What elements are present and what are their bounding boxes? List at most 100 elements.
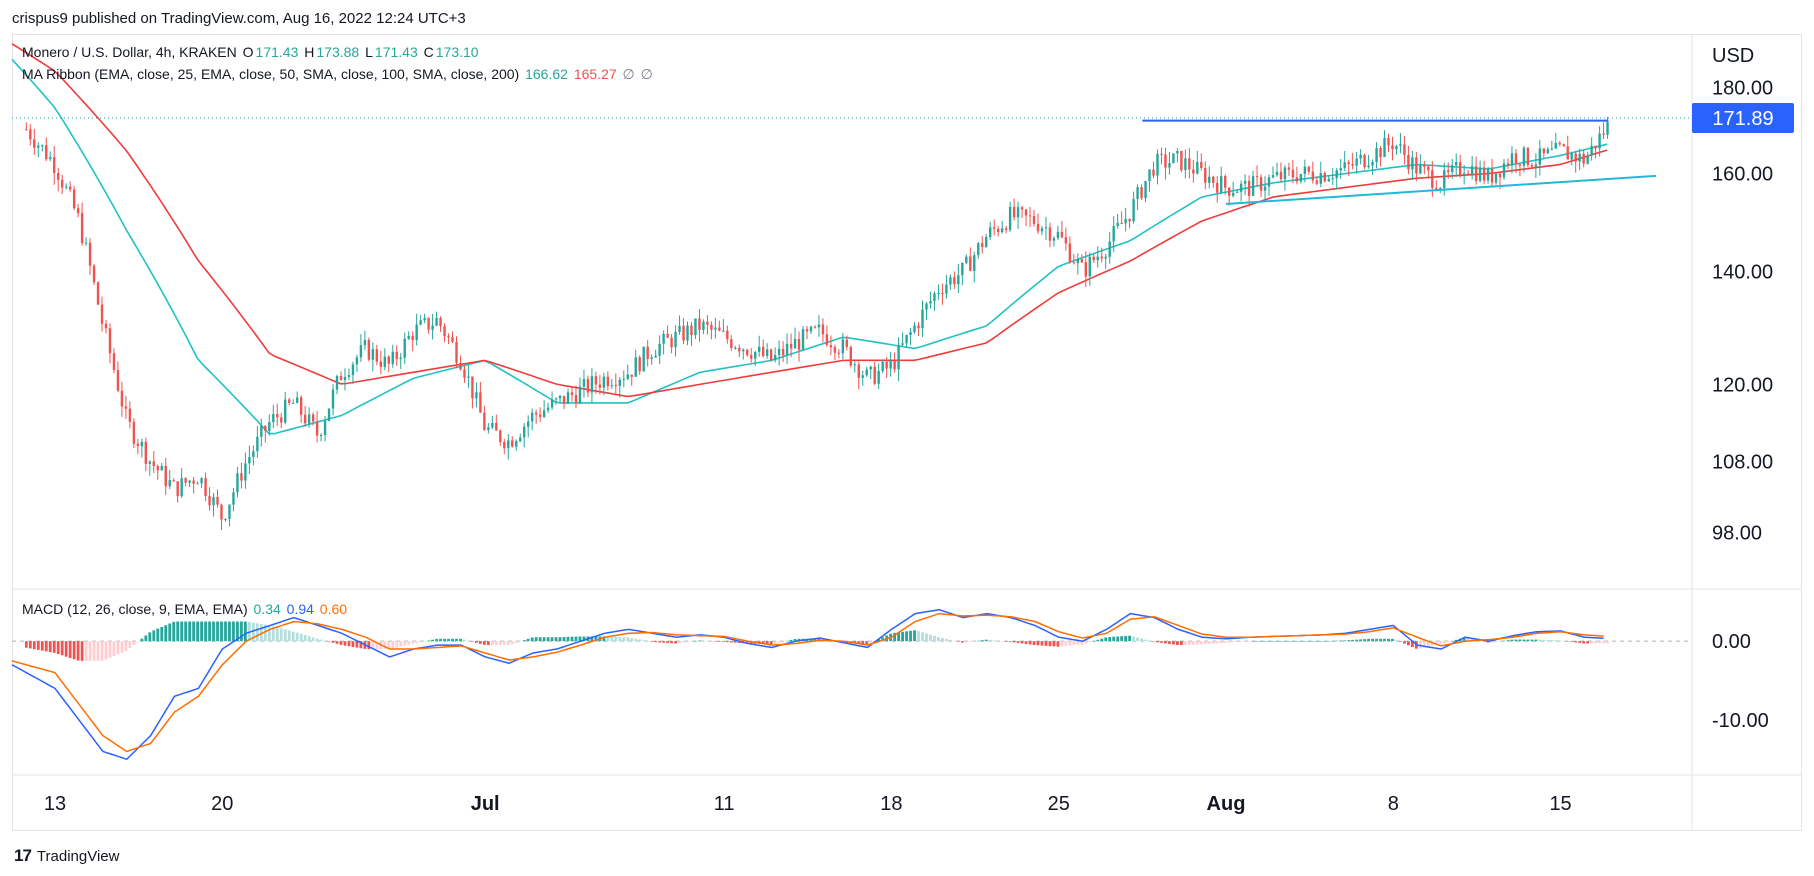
candle-body bbox=[1423, 165, 1426, 167]
candle-body bbox=[431, 325, 434, 330]
macd-histogram-bar bbox=[1399, 641, 1402, 642]
candle-body bbox=[750, 355, 753, 359]
candle-body bbox=[1004, 228, 1008, 230]
candle-body bbox=[208, 496, 211, 506]
time-tick-label: Aug bbox=[1207, 793, 1246, 815]
candle-body bbox=[654, 355, 657, 358]
candle-body bbox=[1056, 231, 1060, 238]
ma-ribbon-label[interactable]: MA Ribbon (EMA, close, 25, EMA, close, 5… bbox=[22, 66, 520, 82]
candle-body bbox=[315, 421, 319, 436]
macd-histogram-bar bbox=[1072, 641, 1076, 646]
macd-histogram-bar bbox=[486, 641, 490, 646]
macd-histogram-bar bbox=[267, 625, 271, 642]
macd-histogram-bar bbox=[925, 633, 928, 642]
macd-histogram-bar bbox=[331, 641, 335, 643]
macd-histogram-bar bbox=[1442, 641, 1446, 644]
macd-histogram-bar bbox=[602, 636, 606, 642]
macd-histogram-bar bbox=[1303, 641, 1307, 642]
candle-body bbox=[534, 412, 538, 415]
candle-body bbox=[1435, 187, 1438, 190]
candle-body bbox=[120, 390, 124, 407]
candle-body bbox=[538, 414, 542, 417]
candle-body bbox=[1455, 162, 1458, 166]
candle-body bbox=[1040, 228, 1044, 232]
candle-body bbox=[25, 129, 28, 131]
macd-histogram-bar bbox=[192, 621, 196, 642]
tradingview-footer[interactable]: 17 TradingView bbox=[14, 846, 119, 866]
macd-histogram-bar bbox=[1482, 641, 1486, 642]
candle-body bbox=[64, 186, 68, 188]
last-price-label: 171.89 bbox=[1712, 108, 1773, 130]
macd-histogram-bar bbox=[1144, 639, 1147, 642]
macd-histogram-bar bbox=[335, 641, 339, 644]
macd-histogram-bar bbox=[1407, 641, 1410, 646]
candle-body bbox=[1478, 167, 1482, 181]
macd-histogram-bar bbox=[343, 641, 347, 646]
candle-body bbox=[761, 346, 765, 356]
candle-body bbox=[662, 333, 665, 344]
macd-histogram-bar bbox=[1056, 641, 1060, 647]
candle-body bbox=[789, 343, 793, 349]
macd-histogram-bar bbox=[104, 641, 108, 660]
macd-histogram-bar bbox=[897, 632, 900, 642]
candle-body bbox=[1586, 155, 1589, 164]
macd-histogram-bar bbox=[375, 641, 379, 650]
candle-body bbox=[678, 325, 681, 332]
candle-body bbox=[459, 362, 462, 370]
macd-histogram-bar bbox=[259, 623, 263, 642]
macd-histogram-bar bbox=[108, 641, 112, 658]
macd-histogram-bar bbox=[972, 641, 976, 642]
candle-body bbox=[961, 262, 964, 276]
high-label: H bbox=[304, 44, 315, 60]
macd-histogram-bar bbox=[1052, 641, 1056, 647]
macd-histogram-bar bbox=[1040, 641, 1044, 646]
macd-histogram-bar bbox=[686, 641, 689, 643]
macd-histogram-bar bbox=[1140, 638, 1143, 642]
macd-histogram-bar bbox=[84, 641, 88, 661]
macd-histogram-bar bbox=[263, 624, 267, 642]
candle-body bbox=[1490, 168, 1494, 183]
macd-histogram-value: 0.34 bbox=[253, 601, 281, 617]
candle-body bbox=[1188, 158, 1191, 170]
macd-histogram-bar bbox=[554, 637, 558, 642]
candle-body bbox=[670, 337, 673, 348]
macd-histogram-bar bbox=[52, 641, 56, 653]
macd-histogram-bar bbox=[299, 633, 303, 642]
candle-body bbox=[1251, 176, 1255, 196]
candle-body bbox=[407, 335, 410, 339]
macd-histogram-bar bbox=[208, 621, 211, 642]
macd-histogram-bar bbox=[184, 621, 188, 642]
candle-body bbox=[276, 414, 279, 418]
macd-label[interactable]: MACD (12, 26, close, 9, EMA, EMA) bbox=[22, 601, 248, 617]
tradingview-logo-icon: 17 bbox=[14, 846, 32, 865]
candle-body bbox=[1558, 142, 1561, 145]
macd-histogram-bar bbox=[737, 641, 741, 643]
candle-body bbox=[1319, 173, 1322, 184]
candle-body bbox=[1044, 227, 1048, 229]
macd-histogram-bar bbox=[1235, 641, 1239, 643]
candle-body bbox=[391, 351, 394, 364]
macd-histogram-bar bbox=[582, 636, 586, 642]
macd-histogram-bar bbox=[1231, 641, 1235, 643]
chart-frame[interactable] bbox=[12, 34, 1802, 831]
candle-body bbox=[53, 157, 56, 174]
candle-body bbox=[1574, 153, 1577, 162]
symbol-label[interactable]: Monero / U.S. Dollar, 4h, KRAKEN bbox=[22, 44, 237, 60]
candle-body bbox=[467, 376, 470, 378]
macd-histogram-bar bbox=[168, 623, 172, 642]
macd-histogram-bar bbox=[1514, 639, 1518, 642]
candle-body bbox=[311, 414, 315, 422]
candle-body bbox=[1283, 167, 1287, 180]
candle-body bbox=[1295, 177, 1299, 182]
macd-histogram-bar bbox=[1211, 641, 1215, 644]
candle-body bbox=[558, 395, 562, 399]
candle-body bbox=[598, 384, 602, 388]
candle-body bbox=[873, 366, 876, 384]
candle-body bbox=[1542, 148, 1546, 154]
macd-histogram-bar bbox=[1132, 636, 1135, 642]
time-tick-label: 8 bbox=[1388, 793, 1399, 815]
candle-body bbox=[1275, 171, 1279, 176]
candle-body bbox=[1347, 162, 1350, 165]
macd-histogram-bar bbox=[956, 641, 960, 642]
